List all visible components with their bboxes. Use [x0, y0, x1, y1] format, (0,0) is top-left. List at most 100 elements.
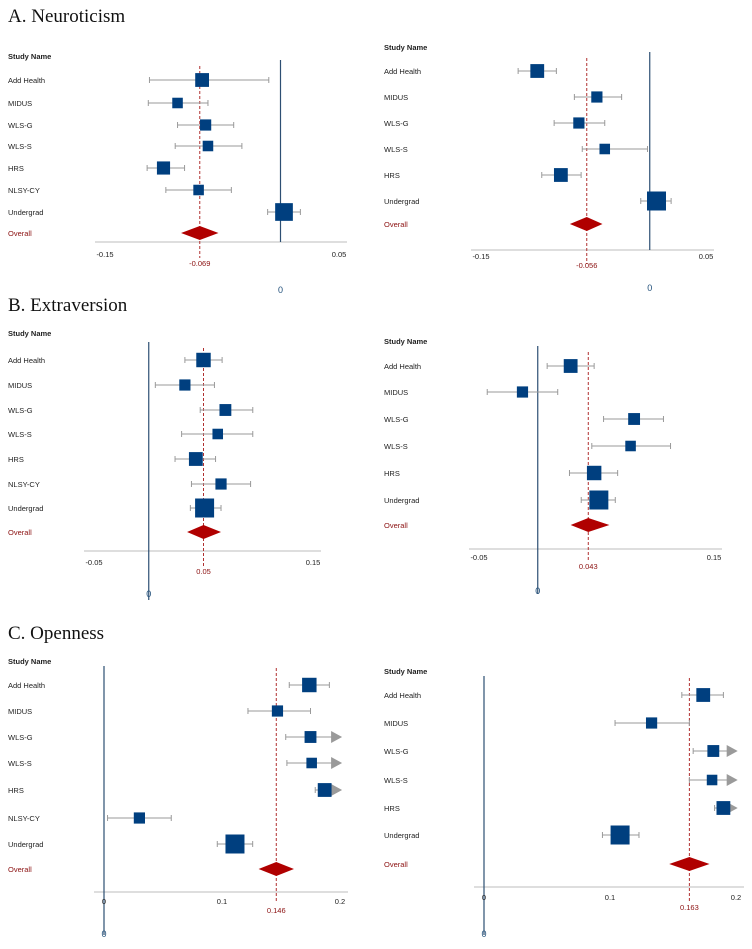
study-row: MIDUS: [8, 705, 311, 717]
overall-estimate-label: 0.043: [579, 562, 598, 571]
x-tick-label: -0.15: [472, 252, 489, 261]
effect-size-box: [610, 825, 630, 845]
study-row: Add Health: [384, 688, 724, 702]
x-tick-label: -0.15: [96, 250, 113, 259]
overall-label: Overall: [8, 865, 32, 874]
study-row: Undergrad: [384, 191, 672, 211]
effect-size-box: [589, 490, 609, 510]
study-label: HRS: [8, 455, 24, 464]
overall-diamond: [669, 857, 710, 871]
overall-row: Overall: [384, 857, 710, 871]
ci-truncation-arrow: [726, 745, 738, 757]
section-title: C. Openness: [8, 623, 104, 644]
overall-label: Overall: [384, 860, 408, 869]
zero-axis-label: 0: [278, 285, 283, 295]
forest-plot-5: C. Openness Study Name Add Health MIDUS WLS-…: [8, 623, 348, 939]
study-label: Add Health: [384, 67, 421, 76]
effect-size-box: [645, 717, 658, 729]
overall-diamond: [181, 226, 219, 240]
study-row: WLS-S: [384, 143, 648, 155]
effect-size-box: [156, 161, 171, 175]
effect-size-box: [212, 428, 224, 440]
effect-size-box: [133, 812, 145, 824]
study-row: HRS: [8, 452, 217, 466]
study-label: HRS: [384, 804, 400, 813]
effect-size-box: [188, 452, 203, 466]
study-row: WLS-G: [384, 745, 738, 757]
effect-size-box: [219, 404, 232, 416]
ci-truncation-arrow: [331, 757, 343, 769]
x-tick-label: 0: [482, 893, 486, 902]
study-row: WLS-G: [8, 119, 235, 131]
study-row: Add Health: [8, 352, 223, 368]
study-row: HRS: [384, 465, 619, 481]
study-label: WLS-S: [384, 145, 408, 154]
zero-axis-label: 0: [146, 589, 151, 599]
overall-row: Overall: [384, 217, 603, 231]
effect-size-box: [706, 774, 718, 786]
study-row: HRS: [8, 783, 343, 797]
study-label: WLS-S: [384, 776, 408, 785]
study-label: WLS-G: [8, 406, 33, 415]
study-label: Undergrad: [8, 840, 43, 849]
overall-diamond: [569, 217, 603, 231]
study-row: Undergrad: [384, 490, 616, 510]
study-label: MIDUS: [384, 719, 408, 728]
study-row: MIDUS: [384, 91, 623, 103]
study-name-header: Study Name: [384, 337, 427, 346]
overall-row: Overall: [384, 518, 610, 532]
x-tick-label: -0.05: [470, 553, 487, 562]
overall-label: Overall: [384, 220, 408, 229]
study-row: WLS-S: [8, 757, 343, 769]
study-label: WLS-G: [384, 119, 409, 128]
effect-size-box: [304, 731, 317, 743]
study-label: HRS: [8, 164, 24, 173]
effect-size-box: [195, 73, 210, 87]
ci-truncation-arrow: [331, 731, 343, 743]
section-title: B. Extraversion: [8, 295, 128, 316]
study-label: Undergrad: [8, 208, 43, 217]
effect-size-box: [696, 688, 711, 702]
study-row: WLS-S: [8, 428, 254, 440]
study-label: Add Health: [8, 76, 45, 85]
study-row: MIDUS: [8, 379, 215, 391]
study-row: WLS-S: [384, 440, 672, 452]
study-row: MIDUS: [384, 386, 559, 398]
study-label: Undergrad: [384, 197, 419, 206]
study-row: HRS: [8, 161, 186, 175]
overall-diamond: [570, 518, 610, 532]
study-name-header: Study Name: [384, 43, 427, 52]
overall-row: Overall: [8, 226, 219, 240]
effect-size-box: [275, 203, 293, 221]
study-row: HRS: [384, 168, 582, 182]
study-row: Undergrad: [8, 498, 222, 518]
forest-plot-2: Study Name Add Health MIDUS WLS-G WLS-S HRS Un…: [384, 43, 714, 293]
study-label: WLS-S: [8, 430, 32, 439]
zero-axis-label: 0: [535, 586, 540, 596]
effect-size-box: [179, 379, 191, 391]
study-label: HRS: [8, 786, 24, 795]
x-tick-label: 0: [102, 897, 106, 906]
overall-row: Overall: [8, 862, 294, 876]
study-row: Add Health: [384, 64, 557, 78]
x-tick-label: 0.2: [335, 897, 345, 906]
x-tick-label: 0.05: [332, 250, 347, 259]
overall-estimate-label: 0.05: [196, 567, 211, 576]
study-row: Add Health: [384, 359, 595, 373]
study-label: WLS-G: [8, 733, 33, 742]
study-row: WLS-G: [8, 404, 254, 416]
study-name-header: Study Name: [8, 329, 51, 338]
overall-estimate-label: 0.163: [680, 903, 699, 912]
effect-size-box: [516, 386, 529, 398]
x-tick-label: 0.1: [605, 893, 615, 902]
effect-size-box: [215, 478, 227, 490]
effect-size-box: [647, 191, 666, 211]
x-tick-label: 0.15: [707, 553, 722, 562]
effect-size-box: [306, 757, 317, 769]
effect-size-box: [573, 117, 585, 129]
study-label: Add Health: [384, 691, 421, 700]
study-row: Undergrad: [8, 834, 254, 854]
forest-plot-1: A. Neuroticism Study Name Add Health MIDUS W…: [8, 6, 347, 295]
x-tick-label: 0.1: [217, 897, 227, 906]
